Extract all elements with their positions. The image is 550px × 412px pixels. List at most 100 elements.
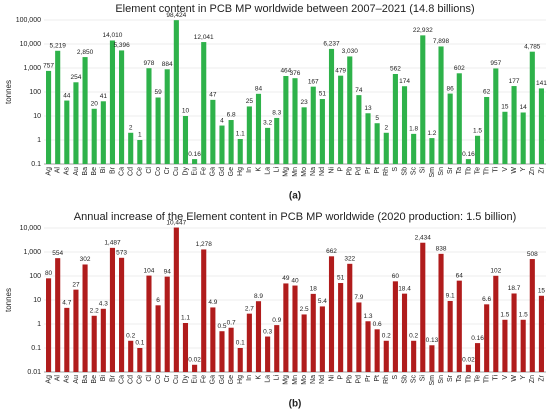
value-label: 51 <box>337 275 345 282</box>
x-tick-label: Cu <box>173 375 180 384</box>
bar <box>55 50 61 164</box>
x-tick-label: Th <box>484 167 491 175</box>
value-label: 508 <box>527 251 538 258</box>
x-tick-label: Zr <box>538 166 545 173</box>
bar <box>64 307 70 372</box>
value-label: 1 <box>138 132 142 139</box>
x-tick-label: Ta <box>456 375 463 383</box>
y-tick-label: 100,000 <box>16 17 41 24</box>
value-label: 1.2 <box>427 130 436 137</box>
bar <box>411 340 417 372</box>
value-label: 1.8 <box>409 126 418 133</box>
bar <box>283 283 289 372</box>
x-tick-label: Sr <box>447 166 454 174</box>
value-label: 22,932 <box>413 27 433 34</box>
x-tick-label: Ce <box>137 167 144 176</box>
bar <box>73 82 79 164</box>
bar <box>447 93 453 164</box>
value-label: 41 <box>100 93 108 100</box>
x-tick-label: Pd <box>356 375 363 384</box>
value-label: 0.16 <box>188 151 201 158</box>
x-tick-label: Cd <box>128 375 135 384</box>
value-label: 602 <box>454 65 465 72</box>
bar <box>128 340 134 372</box>
x-tick-label: Bi <box>100 375 107 382</box>
value-label: 1.3 <box>363 313 372 320</box>
bar <box>228 327 234 372</box>
x-tick-label: Ca <box>118 375 125 384</box>
bar <box>420 35 426 164</box>
value-label: 1.5 <box>519 311 528 318</box>
bar <box>237 348 243 372</box>
bar <box>246 106 252 164</box>
value-label: 20 <box>91 100 99 107</box>
value-label: 1.1 <box>236 131 245 138</box>
x-tick-label: Te <box>474 375 481 383</box>
bar <box>411 133 417 164</box>
value-label: 2,434 <box>415 234 432 241</box>
value-label: 27 <box>72 281 80 288</box>
x-tick-label: Th <box>484 375 491 383</box>
value-label: 10 <box>182 108 190 115</box>
bar <box>301 314 307 372</box>
x-tick-label: Ge <box>228 375 235 384</box>
value-label: 13 <box>364 105 372 112</box>
bar <box>182 323 189 372</box>
value-label: 8.9 <box>254 293 263 300</box>
bar <box>456 73 462 164</box>
value-label: 0.1 <box>236 340 245 347</box>
bar <box>356 95 362 164</box>
bar <box>383 340 389 372</box>
bar <box>182 116 189 164</box>
value-label: 60 <box>392 273 400 280</box>
x-tick-label: Cl <box>146 375 153 382</box>
value-label: 174 <box>399 78 410 85</box>
value-label: 6 <box>156 297 160 304</box>
bar <box>347 56 353 165</box>
value-label: 464 <box>280 68 291 75</box>
x-tick-label: Cd <box>128 167 135 176</box>
value-label: 254 <box>71 74 82 81</box>
x-tick-label: Cu <box>173 167 180 176</box>
x-tick-label: Ti <box>493 167 500 173</box>
bar <box>429 138 435 164</box>
x-tick-label: Al <box>55 167 62 174</box>
x-tick-label: Hg <box>237 167 244 176</box>
x-tick-label: Dy <box>182 375 189 384</box>
value-label: 94 <box>164 268 172 275</box>
bar <box>91 315 97 372</box>
bar <box>310 293 316 372</box>
x-tick-label: Ta <box>456 167 463 175</box>
bar <box>246 313 252 372</box>
bar <box>520 319 526 372</box>
bar <box>401 293 408 372</box>
bar <box>283 76 289 164</box>
bar <box>493 68 499 164</box>
x-tick-label: Nd <box>319 375 326 384</box>
value-label: 40 <box>291 277 299 284</box>
value-label: 2,850 <box>77 49 94 56</box>
bar <box>46 70 52 164</box>
x-tick-label: Ag <box>45 375 52 384</box>
y-tick-label: 1 <box>37 137 41 144</box>
x-tick-label: As <box>64 167 71 176</box>
y-tick-label: 10,000 <box>20 41 42 48</box>
x-tick-label: Al <box>55 375 62 382</box>
bar <box>46 278 52 372</box>
bar <box>511 86 517 164</box>
x-tick-label: Na <box>310 375 317 384</box>
x-tick-label: Au <box>73 375 80 384</box>
x-tick-label: Mg <box>283 375 290 385</box>
bar <box>538 88 544 164</box>
y-tick-label: 1,000 <box>23 249 41 256</box>
bar <box>100 308 106 372</box>
bar <box>64 100 70 164</box>
x-tick-label: Mo <box>301 167 308 177</box>
bar <box>319 99 325 164</box>
bar <box>73 289 79 372</box>
value-label: 3.2 <box>263 120 272 127</box>
value-label: 884 <box>162 61 173 68</box>
value-label: 1.5 <box>500 311 509 318</box>
value-label: 4 <box>220 117 224 124</box>
value-label: 0.9 <box>272 317 281 324</box>
